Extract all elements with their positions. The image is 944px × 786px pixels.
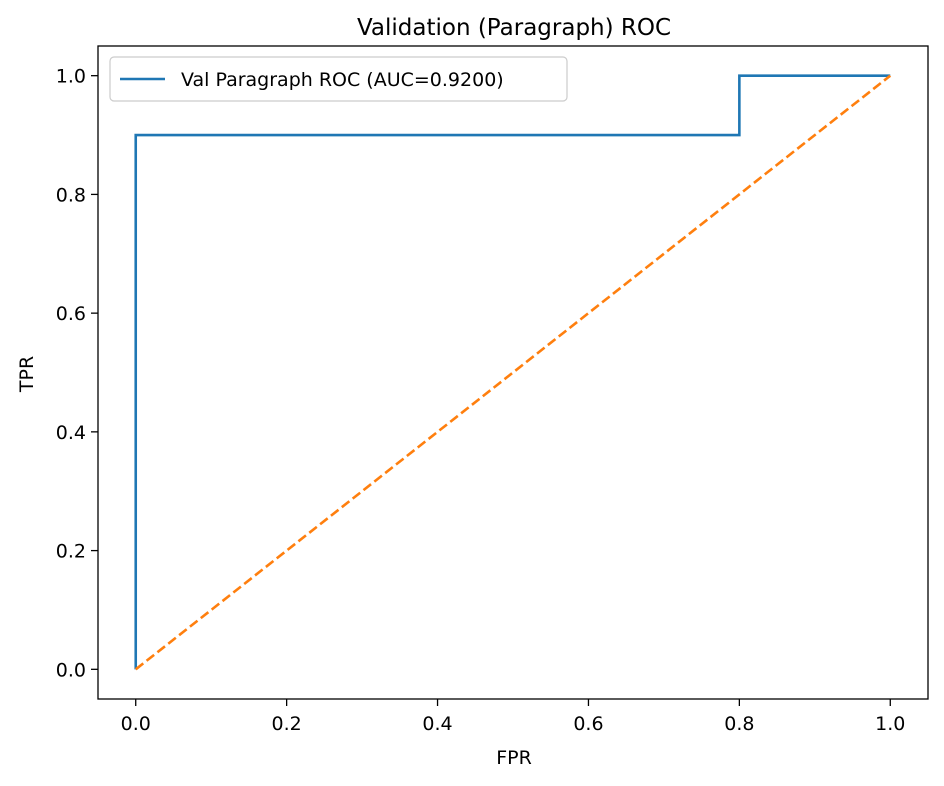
x-tick-label: 0.0	[121, 713, 151, 735]
x-tick-label: 0.2	[272, 713, 302, 735]
chart-title: Validation (Paragraph) ROC	[357, 15, 671, 41]
plot-area-frame	[97, 45, 929, 700]
x-tick-label: 1.0	[875, 713, 905, 735]
x-axis-label: FPR	[496, 747, 532, 769]
legend-box	[109, 56, 568, 102]
x-tick-label: 0.4	[422, 713, 452, 735]
y-tick-label: 0.4	[56, 422, 86, 444]
axes-frame	[97, 45, 929, 700]
x-axis-ticks: 0.0 0.2 0.4 0.6 0.8 1.0	[121, 699, 905, 735]
roc-curve-line	[134, 74, 891, 670]
y-axis-label: TPR	[16, 356, 38, 393]
legend-label: Val Paragraph ROC (AUC=0.9200)	[181, 69, 504, 91]
plot-lines	[134, 74, 892, 671]
y-tick-label: 0.2	[56, 541, 86, 563]
y-tick-label: 0.6	[56, 303, 86, 325]
x-tick-label: 0.6	[573, 713, 603, 735]
x-tick-label: 0.8	[724, 713, 754, 735]
y-tick-label: 1.0	[56, 66, 86, 88]
y-tick-label: 0.8	[56, 184, 86, 206]
legend: Val Paragraph ROC (AUC=0.9200)	[109, 56, 568, 102]
chance-diagonal-line	[134, 74, 892, 671]
y-tick-label: 0.0	[56, 659, 86, 681]
y-axis-ticks: 0.0 0.2 0.4 0.6 0.8 1.0	[56, 66, 98, 681]
